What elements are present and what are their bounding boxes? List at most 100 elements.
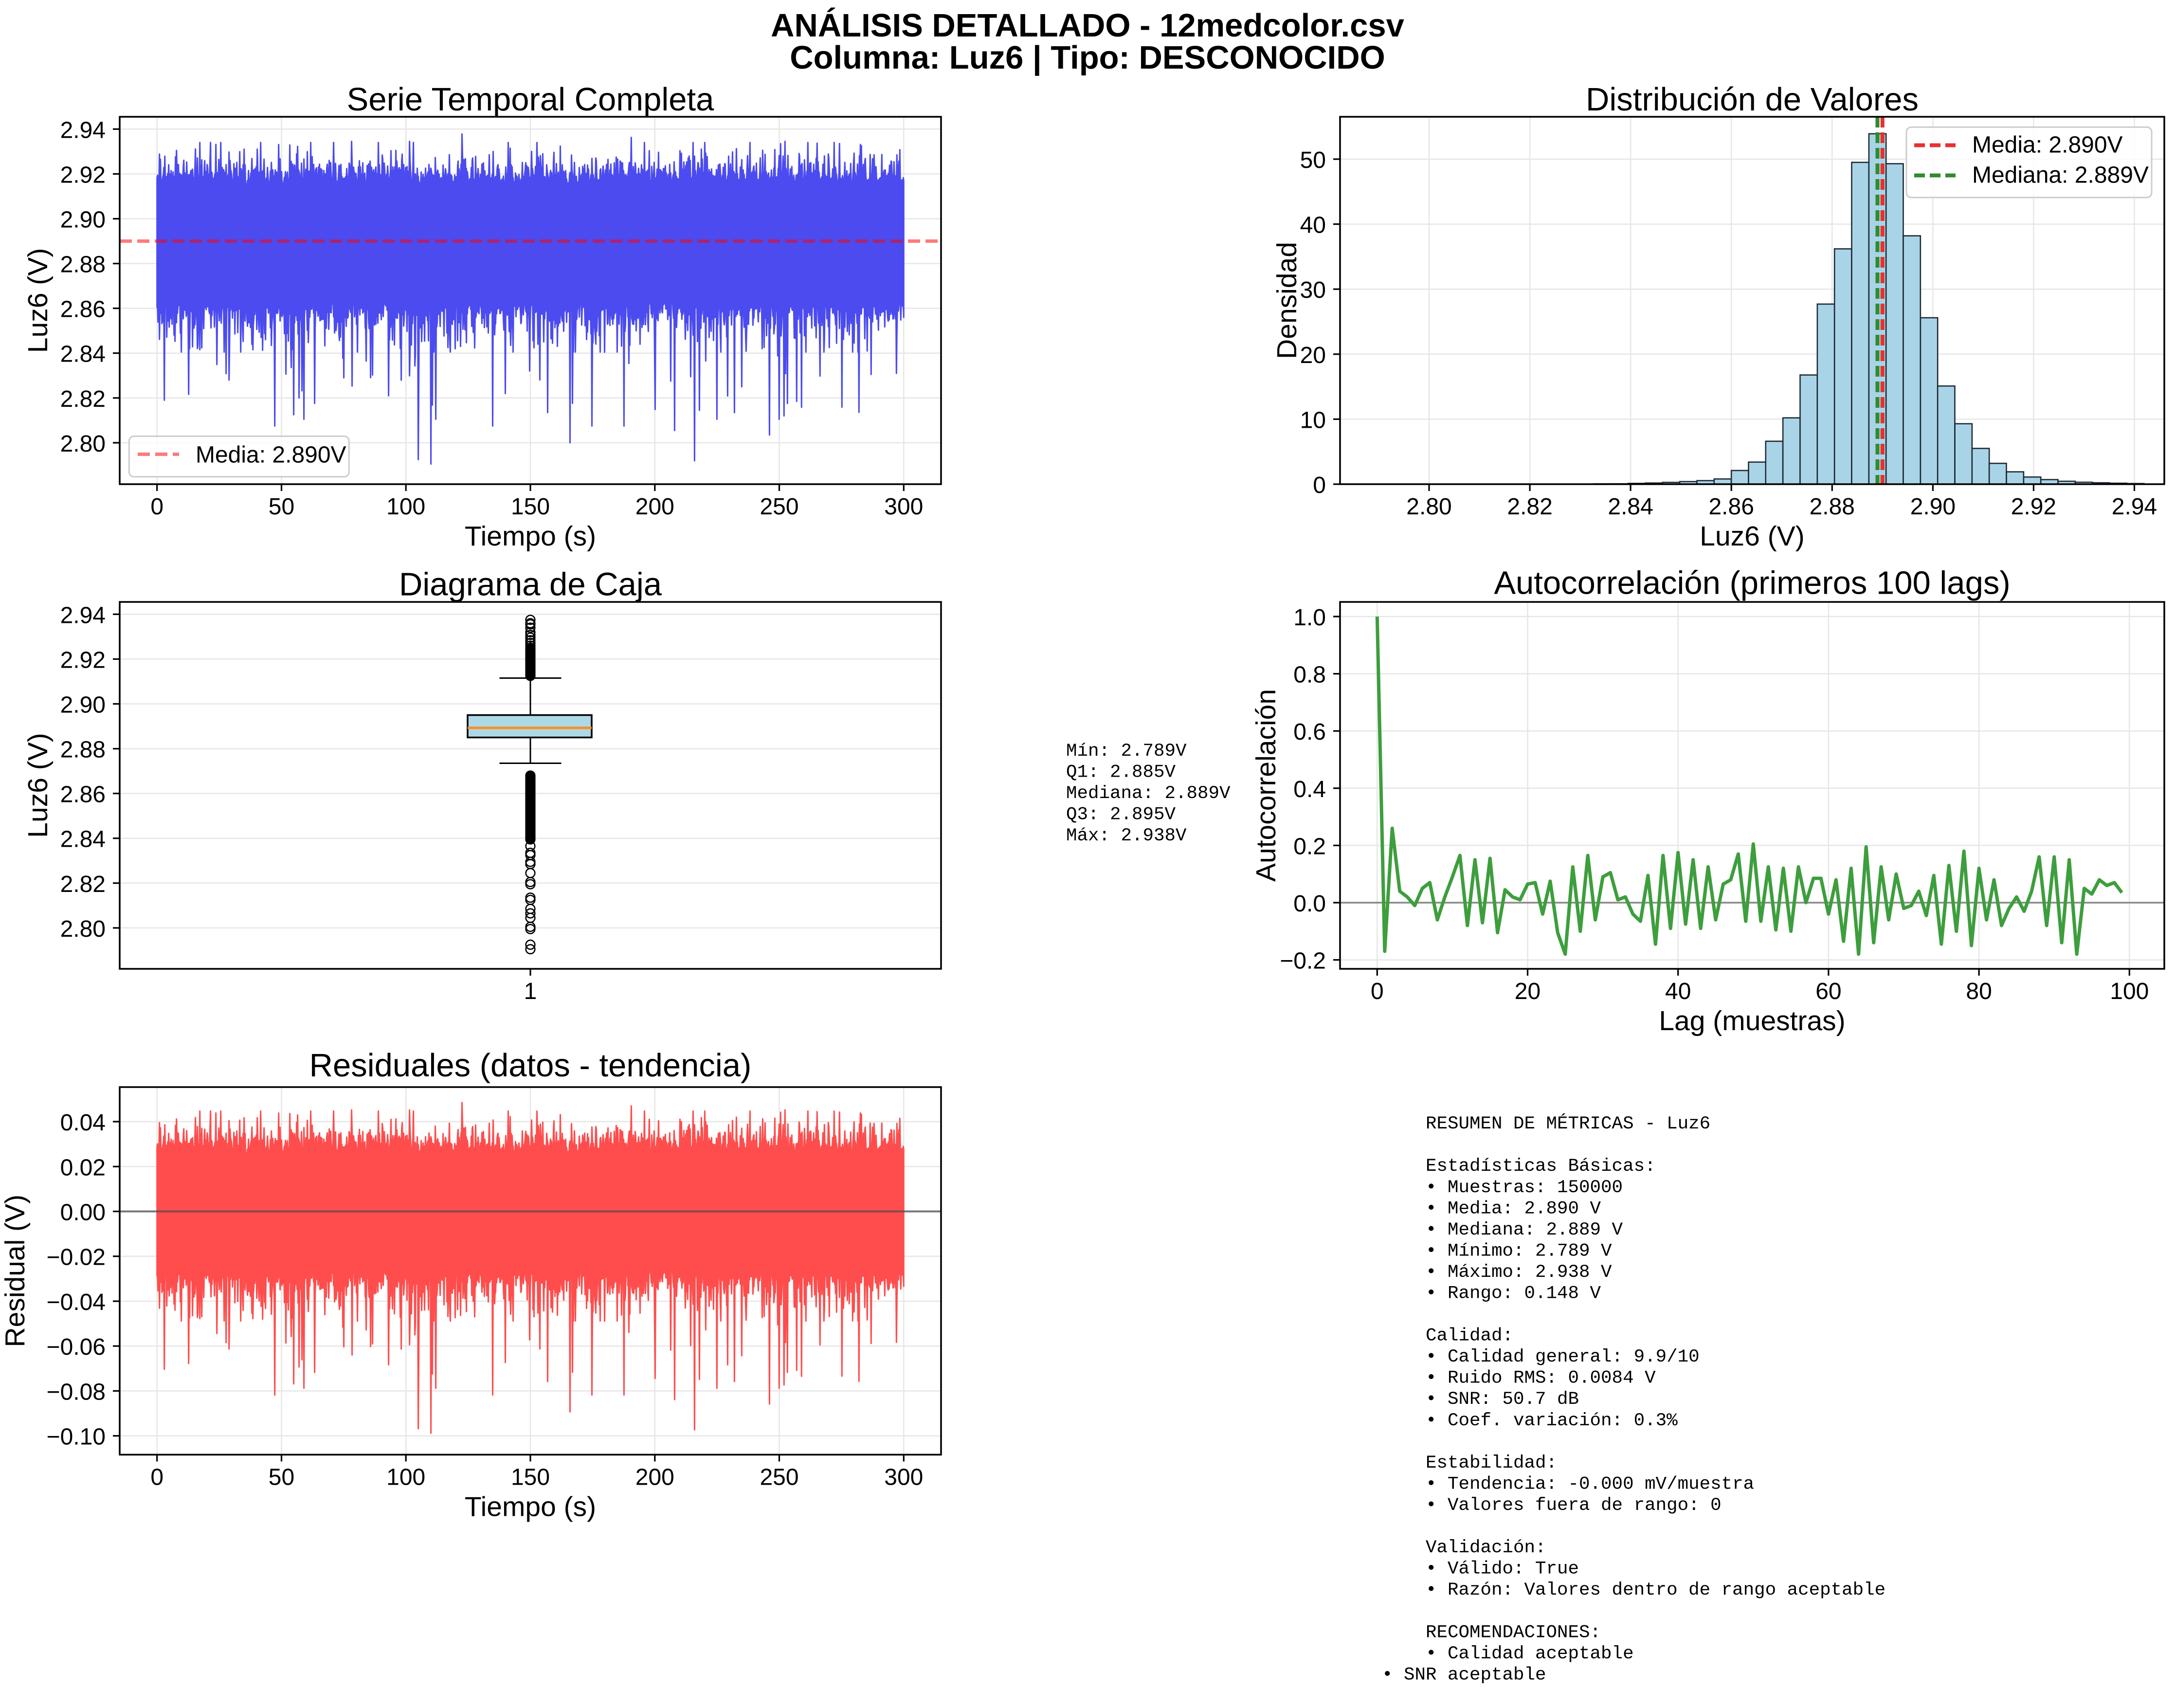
- svg-text:• SNR aceptable: • SNR aceptable: [1382, 1665, 1546, 1685]
- svg-text:2.88: 2.88: [1810, 494, 1855, 520]
- svg-text:50: 50: [1300, 147, 1326, 173]
- svg-text:300: 300: [884, 1464, 923, 1490]
- svg-text:−0.02: −0.02: [47, 1245, 106, 1271]
- svg-text:0: 0: [150, 494, 163, 520]
- svg-text:2.80: 2.80: [60, 916, 106, 942]
- svg-text:Calidad:: Calidad:: [1426, 1326, 1513, 1346]
- svg-text:• Coef. variación: 0.3%: • Coef. variación: 0.3%: [1426, 1411, 1678, 1431]
- svg-text:2.94: 2.94: [60, 602, 106, 628]
- svg-text:100: 100: [386, 1464, 425, 1490]
- svg-text:Luz6 (V): Luz6 (V): [1700, 521, 1804, 552]
- svg-text:150: 150: [511, 494, 550, 520]
- svg-text:2.86: 2.86: [60, 782, 106, 808]
- svg-text:• Máximo: 2.938 V: • Máximo: 2.938 V: [1426, 1262, 1612, 1283]
- svg-text:0: 0: [150, 1464, 163, 1490]
- svg-text:−0.06: −0.06: [47, 1334, 106, 1360]
- svg-text:2.80: 2.80: [1406, 494, 1451, 520]
- svg-text:Q3: 2.895V: Q3: 2.895V: [1066, 805, 1176, 825]
- svg-text:• Válido: True: • Válido: True: [1426, 1559, 1579, 1580]
- svg-text:• Valores fuera de rango: 0: • Valores fuera de rango: 0: [1426, 1495, 1722, 1516]
- svg-text:Media: 2.890V: Media: 2.890V: [196, 442, 346, 468]
- svg-text:300: 300: [884, 494, 923, 520]
- svg-text:2.84: 2.84: [60, 827, 106, 853]
- svg-text:2.86: 2.86: [1708, 494, 1754, 520]
- svg-text:Mín: 2.789V: Mín: 2.789V: [1066, 741, 1187, 762]
- svg-text:2.86: 2.86: [60, 297, 106, 323]
- svg-text:Q1: 2.885V: Q1: 2.885V: [1066, 763, 1176, 783]
- svg-text:0: 0: [1313, 472, 1326, 498]
- svg-text:Serie Temporal Completa: Serie Temporal Completa: [347, 81, 714, 118]
- svg-text:−0.2: −0.2: [1280, 948, 1326, 974]
- svg-text:• Media: 2.890 V: • Media: 2.890 V: [1426, 1199, 1601, 1219]
- svg-text:2.92: 2.92: [60, 647, 106, 673]
- svg-text:20: 20: [1300, 343, 1326, 368]
- svg-text:0.0: 0.0: [1293, 891, 1326, 917]
- svg-text:100: 100: [2110, 979, 2149, 1004]
- svg-text:RESUMEN DE MÉTRICAS - Luz6: RESUMEN DE MÉTRICAS - Luz6: [1426, 1113, 1710, 1134]
- svg-text:Lag (muestras): Lag (muestras): [1659, 1005, 1845, 1036]
- svg-text:40: 40: [1665, 979, 1691, 1004]
- svg-text:2.82: 2.82: [60, 872, 106, 897]
- svg-text:2.82: 2.82: [60, 386, 106, 412]
- svg-text:0.4: 0.4: [1293, 777, 1326, 802]
- svg-text:Diagrama de Caja: Diagrama de Caja: [399, 566, 662, 603]
- svg-text:100: 100: [386, 494, 425, 520]
- svg-text:Residuales (datos - tendencia): Residuales (datos - tendencia): [309, 1047, 752, 1084]
- svg-text:Densidad: Densidad: [1271, 242, 1303, 359]
- svg-text:Tiempo (s): Tiempo (s): [465, 521, 596, 552]
- svg-text:1.0: 1.0: [1293, 605, 1326, 631]
- svg-text:50: 50: [269, 1464, 294, 1490]
- svg-text:60: 60: [1815, 979, 1841, 1004]
- svg-text:Mediana: 2.889V: Mediana: 2.889V: [1972, 163, 2149, 188]
- svg-text:ANÁLISIS DETALLADO - 12medcolo: ANÁLISIS DETALLADO - 12medcolor.csv: [771, 7, 1404, 44]
- svg-text:80: 80: [1966, 979, 1992, 1004]
- svg-text:2.94: 2.94: [60, 117, 106, 143]
- svg-text:50: 50: [269, 494, 294, 520]
- svg-text:250: 250: [760, 1464, 798, 1490]
- svg-text:0.2: 0.2: [1293, 834, 1326, 859]
- svg-text:30: 30: [1300, 277, 1326, 303]
- svg-text:200: 200: [635, 494, 674, 520]
- svg-text:Autocorrelación (primeros 100: Autocorrelación (primeros 100 lags): [1494, 565, 2010, 601]
- svg-text:Luz6 (V): Luz6 (V): [22, 733, 54, 837]
- svg-text:0.6: 0.6: [1293, 719, 1326, 745]
- svg-text:• Rango: 0.148 V: • Rango: 0.148 V: [1426, 1284, 1601, 1304]
- svg-text:2.90: 2.90: [1910, 494, 1956, 520]
- svg-text:• Calidad aceptable: • Calidad aceptable: [1426, 1644, 1634, 1664]
- svg-text:Distribución de Valores: Distribución de Valores: [1586, 81, 1919, 118]
- svg-text:2.90: 2.90: [60, 207, 106, 233]
- svg-text:2.88: 2.88: [60, 737, 106, 763]
- svg-text:RECOMENDACIONES:: RECOMENDACIONES:: [1426, 1622, 1601, 1643]
- svg-text:20: 20: [1515, 979, 1541, 1004]
- svg-text:Residual (V): Residual (V): [0, 1195, 31, 1347]
- svg-text:• Mediana: 2.889 V: • Mediana: 2.889 V: [1426, 1220, 1623, 1240]
- svg-text:200: 200: [635, 1464, 674, 1490]
- svg-text:2.94: 2.94: [2112, 494, 2157, 520]
- svg-text:1: 1: [524, 979, 537, 1004]
- svg-text:2.82: 2.82: [1507, 494, 1552, 520]
- svg-text:Autocorrelación: Autocorrelación: [1251, 689, 1282, 882]
- svg-text:0.00: 0.00: [60, 1200, 106, 1226]
- svg-text:Validación:: Validación:: [1426, 1538, 1546, 1558]
- svg-text:2.80: 2.80: [60, 431, 106, 457]
- svg-text:0.8: 0.8: [1293, 662, 1326, 688]
- svg-text:Media: 2.890V: Media: 2.890V: [1972, 132, 2123, 158]
- svg-text:0: 0: [1371, 979, 1384, 1004]
- svg-text:• Tendencia: -0.000 mV/muestra: • Tendencia: -0.000 mV/muestra: [1426, 1474, 1754, 1494]
- svg-text:−0.04: −0.04: [47, 1290, 106, 1315]
- svg-text:0.02: 0.02: [60, 1155, 106, 1181]
- svg-text:Estabilidad:: Estabilidad:: [1426, 1453, 1557, 1473]
- svg-text:• Mínimo: 2.789 V: • Mínimo: 2.789 V: [1426, 1241, 1612, 1261]
- svg-text:150: 150: [511, 1464, 550, 1490]
- svg-text:• Muestras: 150000: • Muestras: 150000: [1426, 1178, 1623, 1198]
- svg-text:10: 10: [1300, 407, 1326, 433]
- svg-text:40: 40: [1300, 213, 1326, 238]
- svg-text:2.90: 2.90: [60, 692, 106, 718]
- svg-text:Mediana: 2.889V: Mediana: 2.889V: [1066, 783, 1231, 804]
- svg-text:−0.08: −0.08: [47, 1379, 106, 1405]
- svg-text:Máx: 2.938V: Máx: 2.938V: [1066, 826, 1187, 846]
- svg-text:Luz6 (V): Luz6 (V): [22, 248, 54, 353]
- svg-text:• Ruido RMS: 0.0084 V: • Ruido RMS: 0.0084 V: [1426, 1368, 1656, 1389]
- svg-text:Columna: Luz6 | Tipo: DESCONOC: Columna: Luz6 | Tipo: DESCONOCIDO: [790, 39, 1385, 76]
- svg-text:0.04: 0.04: [60, 1110, 106, 1136]
